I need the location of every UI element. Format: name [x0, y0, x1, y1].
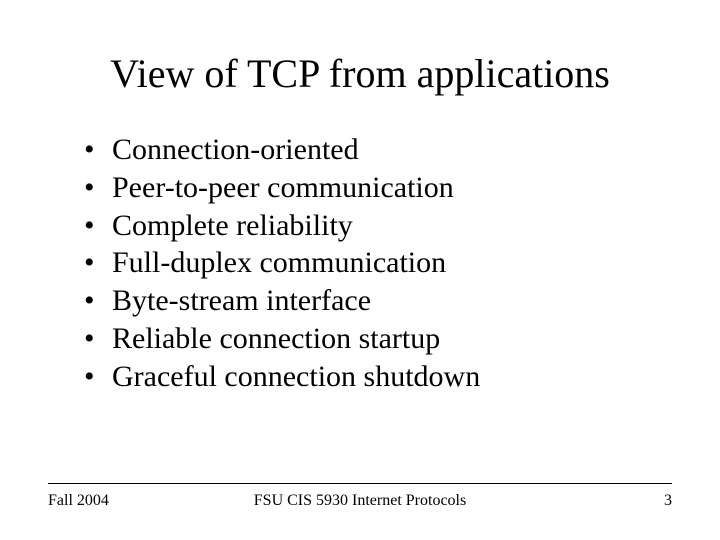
slide: View of TCP from applications Connection…: [0, 0, 720, 540]
list-item: Connection-oriented: [84, 131, 672, 169]
list-item: Byte-stream interface: [84, 282, 672, 320]
bullet-list: Connection-oriented Peer-to-peer communi…: [48, 131, 672, 396]
footer: Fall 2004 FSU CIS 5930 Internet Protocol…: [48, 492, 672, 510]
list-item: Complete reliability: [84, 207, 672, 245]
footer-right: 3: [664, 492, 672, 510]
footer-left: Fall 2004: [48, 492, 109, 510]
footer-divider: [48, 483, 672, 484]
list-item: Peer-to-peer communication: [84, 169, 672, 207]
list-item: Graceful connection shutdown: [84, 358, 672, 396]
list-item: Full-duplex communication: [84, 244, 672, 282]
footer-center: FSU CIS 5930 Internet Protocols: [48, 492, 672, 510]
list-item: Reliable connection startup: [84, 320, 672, 358]
slide-title: View of TCP from applications: [48, 50, 672, 97]
